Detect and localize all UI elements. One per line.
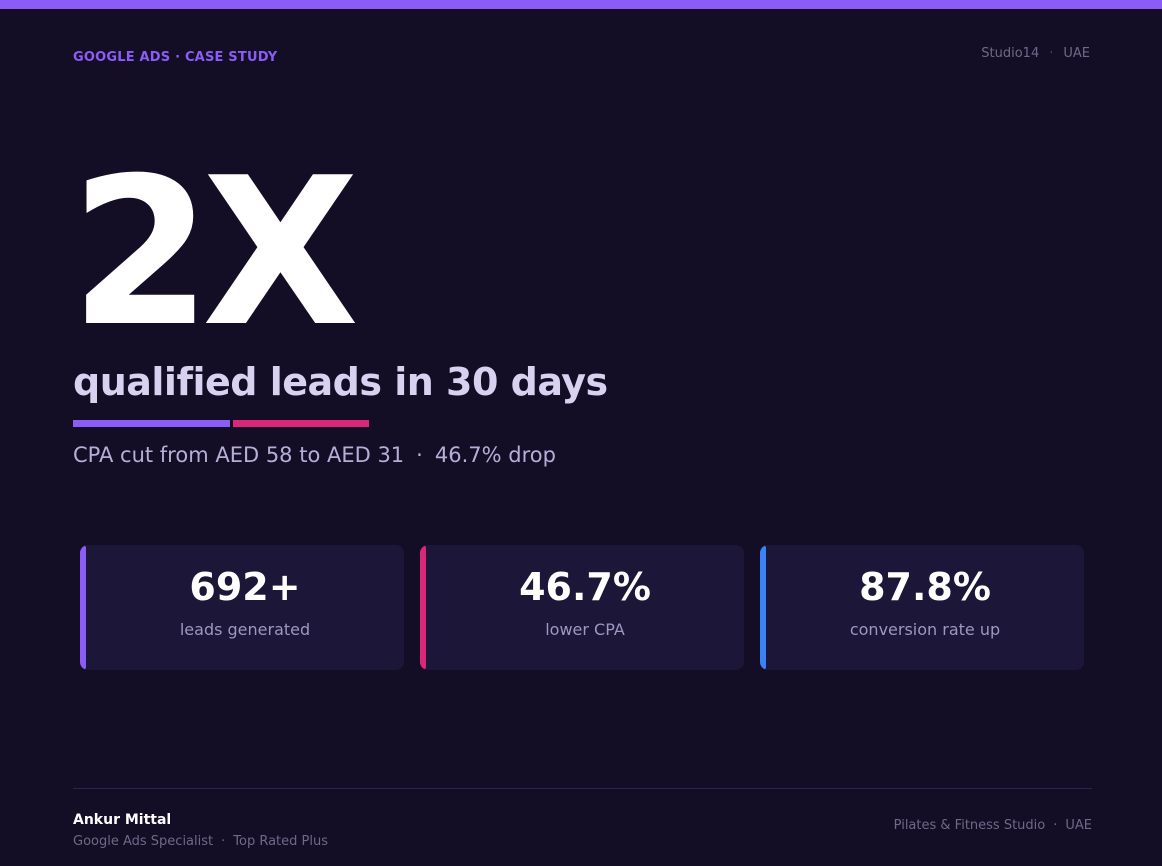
- stat-card-leads: 692+ leads generated: [80, 545, 404, 670]
- subline-cpa: CPA cut from AED 58 to AED 31: [73, 443, 405, 467]
- stat-card-accent-bar: [760, 545, 766, 670]
- author-badge: Top Rated Plus: [233, 834, 328, 849]
- stat-card-accent-bar: [420, 545, 426, 670]
- stat-card-cpa: 46.7% lower CPA: [420, 545, 744, 670]
- hero-number: 2X: [70, 135, 359, 372]
- industry-separator: ·: [1053, 818, 1058, 833]
- author-role: Google Ads Specialist · Top Rated Plus: [73, 834, 328, 849]
- stat-card-accent-bar: [80, 545, 86, 670]
- client-tag: Studio14 · UAE: [981, 46, 1090, 61]
- top-accent-bar: [0, 0, 1162, 9]
- author-separator: ·: [221, 834, 226, 849]
- hero-caption: qualified leads in 30 days: [73, 360, 608, 404]
- footer-industry-tag: Pilates & Fitness Studio · UAE: [894, 818, 1092, 833]
- industry-label: Pilates & Fitness Studio: [893, 818, 1046, 833]
- eyebrow-label: GOOGLE ADS · CASE STUDY: [73, 50, 278, 65]
- region-label: UAE: [1065, 818, 1092, 833]
- stat-value: 46.7%: [519, 565, 651, 609]
- author-name: Ankur Mittal: [73, 812, 172, 828]
- stat-value: 692+: [189, 565, 301, 609]
- author-title: Google Ads Specialist: [73, 834, 214, 849]
- footer-divider: [73, 788, 1092, 789]
- client-location: UAE: [1063, 46, 1090, 61]
- accent-line-purple: [73, 420, 230, 427]
- stat-card-conversion: 87.8% conversion rate up: [760, 545, 1084, 670]
- client-separator: ·: [1049, 46, 1054, 61]
- stat-label: leads generated: [179, 620, 311, 639]
- subline-drop: 46.7% drop: [434, 443, 556, 467]
- stat-label: conversion rate up: [849, 620, 1001, 639]
- hero-subline: CPA cut from AED 58 to AED 31 · 46.7% dr…: [73, 443, 556, 467]
- accent-line-pink: [233, 420, 369, 427]
- stat-value: 87.8%: [859, 565, 991, 609]
- subline-separator: ·: [416, 443, 423, 467]
- stat-label: lower CPA: [545, 620, 625, 639]
- client-name: Studio14: [981, 46, 1040, 61]
